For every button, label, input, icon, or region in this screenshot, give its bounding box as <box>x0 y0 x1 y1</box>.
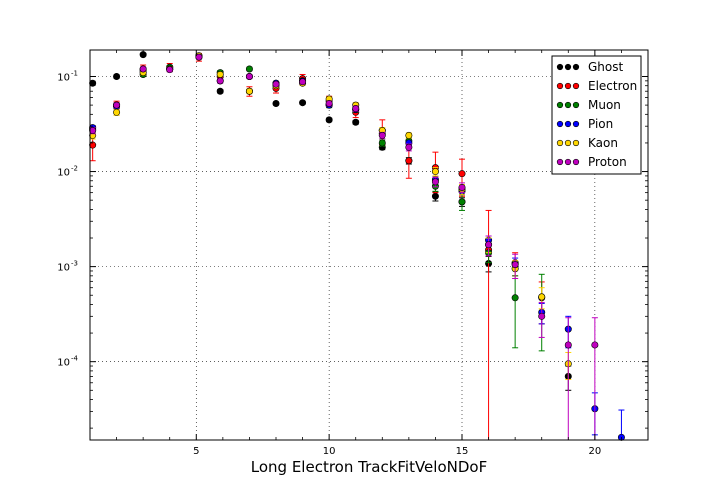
legend-marker <box>572 101 580 109</box>
x-tick-label: 10 <box>323 446 336 457</box>
y-tick-mantissa: 10 <box>57 168 70 179</box>
data-point <box>166 66 174 74</box>
legend-marker <box>556 120 564 128</box>
legend-marker <box>564 158 572 166</box>
data-point <box>299 99 307 107</box>
y-tick-mantissa: 10 <box>57 358 70 369</box>
data-point <box>405 143 413 151</box>
data-point <box>113 72 121 80</box>
legend-label: Kaon <box>588 136 618 150</box>
data-point <box>431 168 439 176</box>
data-point <box>378 139 386 147</box>
legend-marker <box>572 120 580 128</box>
data-points <box>89 51 625 441</box>
legend-item-kaon: Kaon <box>556 136 618 150</box>
data-point <box>378 131 386 139</box>
legend-label: Ghost <box>588 60 623 74</box>
data-point <box>405 131 413 139</box>
data-point <box>272 80 280 88</box>
data-point <box>538 293 546 301</box>
data-point <box>299 78 307 86</box>
data-point <box>405 157 413 165</box>
data-point <box>272 99 280 107</box>
data-point <box>216 87 224 95</box>
data-point <box>245 65 253 73</box>
legend-marker <box>556 101 564 109</box>
data-point <box>216 77 224 85</box>
legend-marker <box>556 158 564 166</box>
legend-item-electron: Electron <box>556 79 637 93</box>
data-point <box>89 79 97 87</box>
y-tick-exponent: -2 <box>71 165 78 173</box>
y-tick-label: 10-3 <box>57 260 78 274</box>
legend-marker <box>564 82 572 90</box>
series-proton <box>89 53 599 441</box>
data-point <box>325 116 333 124</box>
data-point <box>195 53 203 61</box>
plot-frame <box>89 49 649 441</box>
data-point <box>139 65 147 73</box>
legend-label: Pion <box>588 117 613 131</box>
y-tick-mantissa: 10 <box>57 263 70 274</box>
legend-marker <box>572 139 580 147</box>
legend-label: Muon <box>588 98 621 112</box>
legend-item-muon: Muon <box>556 98 621 112</box>
data-point <box>431 178 439 186</box>
data-point <box>352 118 360 126</box>
y-tick-label: 10-1 <box>57 69 78 83</box>
data-point <box>458 198 466 206</box>
legend-marker <box>556 82 564 90</box>
y-tick-mantissa: 10 <box>57 72 70 83</box>
legend-marker <box>556 139 564 147</box>
data-point <box>511 261 519 269</box>
y-tick-exponent: -3 <box>71 260 78 268</box>
data-point <box>245 72 253 80</box>
legend-item-ghost: Ghost <box>556 60 623 74</box>
legend-item-pion: Pion <box>556 117 613 131</box>
x-tick-label: 5 <box>193 446 199 457</box>
y-tick-exponent: -4 <box>71 355 79 363</box>
y-tick-label: 10-2 <box>57 165 78 179</box>
data-point <box>511 294 519 302</box>
legend-marker <box>572 63 580 71</box>
legend-box <box>551 55 642 175</box>
data-point <box>352 105 360 113</box>
data-point <box>89 127 97 135</box>
data-point <box>113 108 121 116</box>
x-axis-title: Long Electron TrackFitVeloNDoF <box>251 458 487 476</box>
legend-marker <box>572 82 580 90</box>
legend-marker <box>564 63 572 71</box>
legend-marker <box>564 139 572 147</box>
legend-item-proton: Proton <box>556 155 627 169</box>
data-point <box>458 183 466 191</box>
data-point <box>113 101 121 109</box>
legend-marker <box>564 120 572 128</box>
data-point <box>458 170 466 178</box>
data-point <box>325 99 333 107</box>
y-tick-exponent: -1 <box>71 69 78 77</box>
x-tick-label: 20 <box>588 446 601 457</box>
x-tick-label: 15 <box>456 446 469 457</box>
legend-marker <box>556 63 564 71</box>
data-point <box>216 70 224 78</box>
data-point <box>591 341 599 349</box>
legend-label: Electron <box>588 79 637 93</box>
legend: Ghost Electron Muon Pion Kaon Proton <box>551 55 642 175</box>
data-point <box>431 192 439 200</box>
data-point <box>538 312 546 320</box>
data-point <box>245 87 253 95</box>
legend-marker <box>564 101 572 109</box>
legend-marker <box>572 158 580 166</box>
data-point <box>485 241 493 249</box>
data-point <box>564 341 572 349</box>
legend-label: Proton <box>588 155 627 169</box>
y-tick-label: 10-4 <box>57 355 78 369</box>
data-point <box>89 141 97 149</box>
